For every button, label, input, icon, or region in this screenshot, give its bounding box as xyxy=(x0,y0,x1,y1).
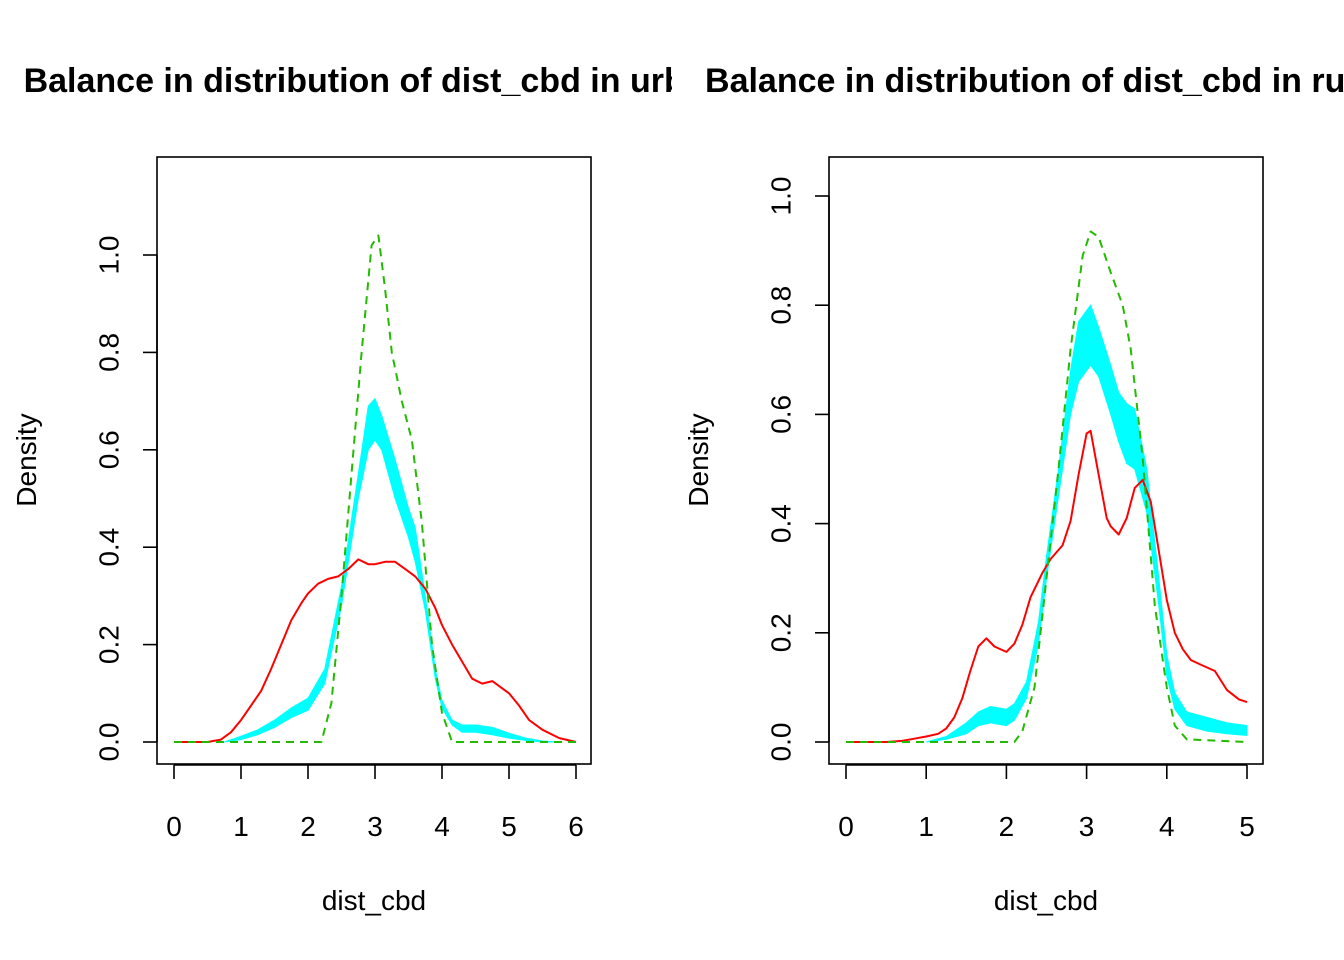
y-tick-label: 1.0 xyxy=(94,236,125,275)
plot-frame xyxy=(156,156,592,765)
x-tick-label: 1 xyxy=(233,811,249,842)
y-tick-label: 0.8 xyxy=(94,333,125,372)
x-tick-label: 6 xyxy=(568,811,584,842)
chart-title-1: Balance in distribution of dist_cbd in u… xyxy=(24,62,725,100)
y-tick-label: 0.8 xyxy=(766,286,797,325)
y-tick-label: 0.0 xyxy=(766,723,797,762)
plot-frame xyxy=(828,156,1264,765)
x-tick-label: 0 xyxy=(166,811,182,842)
x-tick-label: 1 xyxy=(918,811,934,842)
y-axis-label-1: Density xyxy=(11,413,42,506)
y-tick-label: 0.2 xyxy=(766,613,797,652)
y-tick-label: 0.6 xyxy=(94,430,125,469)
x-tick-label: 3 xyxy=(367,811,383,842)
series-line-observed xyxy=(846,429,1248,743)
y-tick-label: 0.6 xyxy=(766,395,797,434)
y-tick-label: 1.0 xyxy=(766,177,797,216)
chart-title-2: Balance in distribution of dist_cbd in r… xyxy=(705,62,1344,100)
x-tick-label: 4 xyxy=(1159,811,1175,842)
x-axis-label-2: dist_cbd xyxy=(994,885,1098,916)
chart-plot-area-2: 0 1 2 3 4 5 0.0 0.2 0.4 0.6 0.8 1.0 xyxy=(766,156,1264,842)
x-tick-label: 3 xyxy=(1079,811,1095,842)
chart-plot-area-1: 0 1 2 3 4 5 6 0.0 0.2 0.4 0.6 0.8 1.0 xyxy=(94,156,592,842)
x-tick-label: 0 xyxy=(838,811,854,842)
x-tick-label: 5 xyxy=(1239,811,1255,842)
band-area xyxy=(224,397,560,743)
x-tick-label: 4 xyxy=(434,811,450,842)
x-tick-label: 2 xyxy=(300,811,316,842)
y-axis-label-2: Density xyxy=(683,413,714,506)
y-tick-label: 0.4 xyxy=(94,528,125,567)
chart-panel-2: Balance in distribution of dist_cbd in r… xyxy=(683,62,1344,916)
series-line-observed xyxy=(174,558,577,743)
chart-panel-1: Balance in distribution of dist_cbd in u… xyxy=(11,62,725,916)
y-tick-label: 0.0 xyxy=(94,723,125,762)
x-tick-label: 2 xyxy=(999,811,1015,842)
band-area xyxy=(926,304,1248,743)
series-line-reference xyxy=(846,230,1248,743)
y-tick-label: 0.2 xyxy=(94,625,125,664)
x-axis-label-1: dist_cbd xyxy=(322,885,426,916)
series-line-reference xyxy=(174,234,576,743)
y-tick-label: 0.4 xyxy=(766,504,797,543)
x-tick-label: 5 xyxy=(501,811,517,842)
